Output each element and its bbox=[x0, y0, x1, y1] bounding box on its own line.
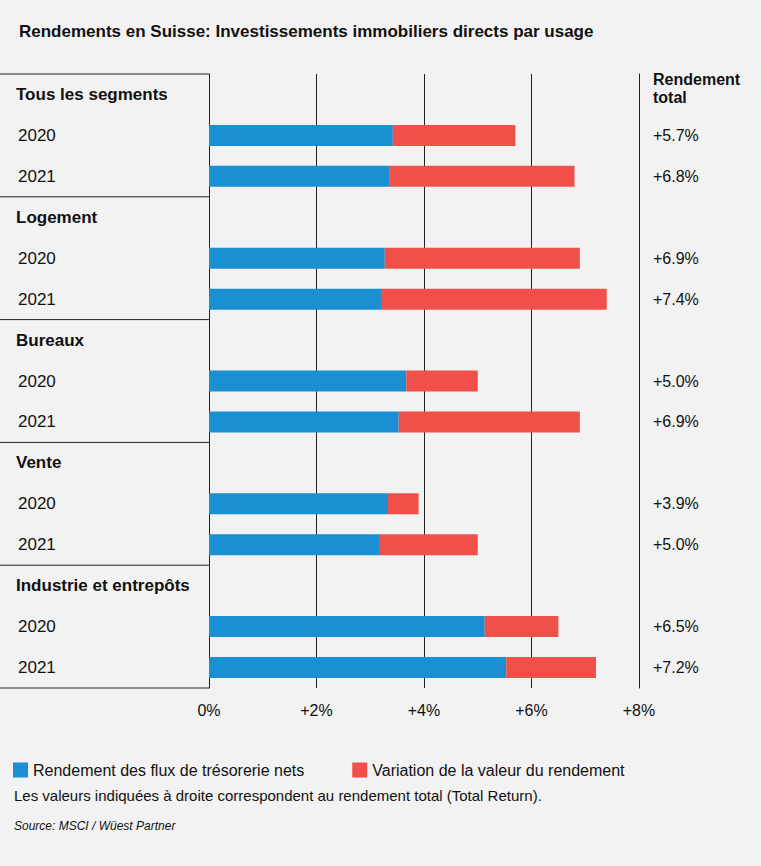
svg-text:+5.0%: +5.0% bbox=[653, 373, 699, 390]
svg-text:2020: 2020 bbox=[18, 372, 56, 391]
svg-text:Rendement des flux de trésorer: Rendement des flux de trésorerie nets bbox=[33, 762, 304, 779]
svg-text:Tous les segments: Tous les segments bbox=[16, 85, 168, 104]
svg-text:+6.9%: +6.9% bbox=[653, 413, 699, 430]
svg-text:Rendement: Rendement bbox=[653, 71, 745, 88]
svg-text:+3.9%: +3.9% bbox=[653, 495, 699, 512]
svg-text:2021: 2021 bbox=[18, 290, 56, 309]
svg-text:2020: 2020 bbox=[18, 617, 56, 636]
svg-text:+6.5%: +6.5% bbox=[653, 618, 699, 635]
svg-text:Logement: Logement bbox=[16, 208, 98, 227]
svg-text:+2%: +2% bbox=[300, 702, 332, 719]
svg-text:+4%: +4% bbox=[408, 702, 440, 719]
svg-text:Vente: Vente bbox=[16, 453, 61, 472]
svg-text:+6.9%: +6.9% bbox=[653, 250, 699, 267]
svg-text:total: total bbox=[653, 89, 687, 106]
svg-text:Rendements en Suisse: Investis: Rendements en Suisse: Investissements im… bbox=[19, 22, 593, 41]
svg-text:+6.8%: +6.8% bbox=[653, 168, 699, 185]
svg-text:+8%: +8% bbox=[623, 702, 655, 719]
svg-text:+7.2%: +7.2% bbox=[653, 659, 699, 676]
svg-text:+7.4%: +7.4% bbox=[653, 291, 699, 308]
svg-text:2020: 2020 bbox=[18, 494, 56, 513]
svg-text:+5.7%: +5.7% bbox=[653, 127, 699, 144]
svg-text:Source: MSCI / Wüest Partner: Source: MSCI / Wüest Partner bbox=[14, 819, 176, 833]
svg-text:2020: 2020 bbox=[18, 249, 56, 268]
svg-text:+5.0%: +5.0% bbox=[653, 536, 699, 553]
svg-text:2021: 2021 bbox=[18, 658, 56, 677]
svg-text:2021: 2021 bbox=[18, 412, 56, 431]
svg-text:Les valeurs indiquées à droite: Les valeurs indiquées à droite correspon… bbox=[14, 787, 542, 804]
svg-text:Variation de la valeur du rend: Variation de la valeur du rendement bbox=[372, 762, 625, 779]
svg-text:2021: 2021 bbox=[18, 167, 56, 186]
svg-text:Industrie et entrepôts: Industrie et entrepôts bbox=[16, 576, 190, 595]
svg-text:Bureaux: Bureaux bbox=[16, 331, 85, 350]
svg-text:+6%: +6% bbox=[515, 702, 547, 719]
svg-text:2021: 2021 bbox=[18, 535, 56, 554]
svg-text:0%: 0% bbox=[197, 702, 220, 719]
svg-text:2020: 2020 bbox=[18, 126, 56, 145]
